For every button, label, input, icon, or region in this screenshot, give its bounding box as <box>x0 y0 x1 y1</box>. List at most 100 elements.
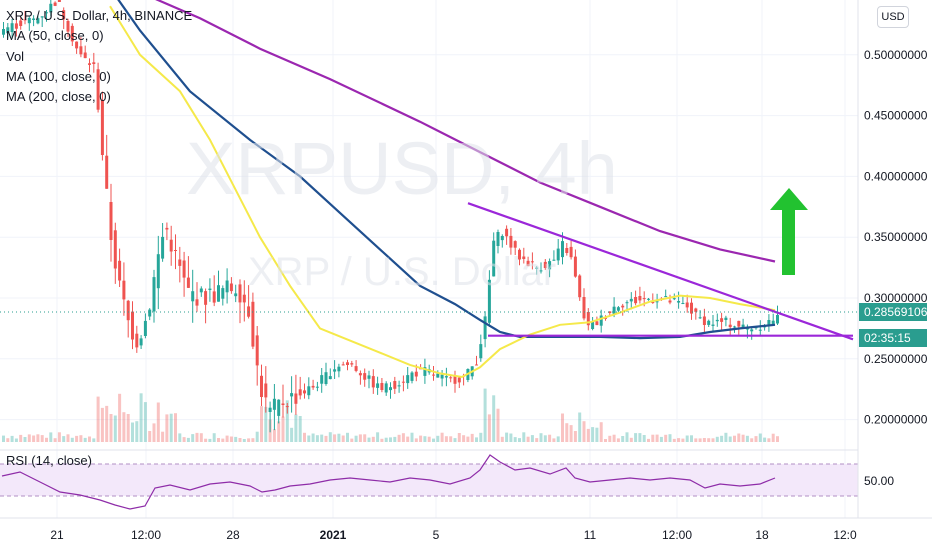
volume-bar <box>260 406 263 442</box>
candle-body <box>122 280 126 300</box>
candle-body <box>113 230 117 269</box>
volume-bar <box>449 436 453 442</box>
y-tick-label: 0.40000000 <box>864 169 928 183</box>
volume-bar <box>294 414 298 442</box>
candle-body <box>221 288 225 299</box>
candle-body <box>548 261 552 270</box>
volume-bar <box>608 435 612 442</box>
candle-body <box>776 315 779 324</box>
candle-body <box>88 63 91 65</box>
legend-symbol[interactable]: XRP / U.S. Dollar, 4h, BINANCE <box>6 8 193 23</box>
candle-body <box>148 309 152 317</box>
y-tick-label: 0.30000000 <box>864 291 928 305</box>
candle-body <box>169 239 173 252</box>
candle-body <box>264 383 268 398</box>
volume-bar <box>371 436 375 442</box>
volume-bar <box>509 433 513 442</box>
volume-bar <box>754 436 758 442</box>
candle-body <box>518 249 521 260</box>
rsi-pane <box>0 449 858 510</box>
candle-body <box>268 407 272 412</box>
candle-body <box>711 324 715 326</box>
volume-bar <box>66 434 70 442</box>
volume-bar <box>113 415 117 442</box>
candle-body <box>328 376 332 380</box>
volume-bar <box>629 437 633 442</box>
candle-body <box>36 18 40 24</box>
candle-body <box>702 316 706 325</box>
volume-bar <box>612 434 616 442</box>
chart-legend: XRP / U.S. Dollar, 4h, BINANCE MA (50, c… <box>6 6 192 107</box>
volume-bar <box>483 388 487 442</box>
candle-body <box>604 317 607 319</box>
volume-bar <box>535 438 539 442</box>
candle-body <box>186 277 190 288</box>
candle-body <box>758 329 762 331</box>
volume-bar <box>711 438 715 442</box>
rsi-legend[interactable]: RSI (14, close) <box>6 453 92 468</box>
currency-button[interactable]: USD <box>877 6 909 28</box>
candle-body <box>225 280 229 293</box>
volume-bar <box>595 427 599 442</box>
volume-bar <box>771 433 775 442</box>
candle-body <box>174 250 177 251</box>
volume-bar <box>285 400 289 442</box>
candle-body <box>32 18 36 20</box>
legend-vol[interactable]: Vol <box>6 48 25 64</box>
volume-bar <box>92 438 96 442</box>
candle-body <box>612 306 616 315</box>
candle-body <box>285 406 289 408</box>
candle-body <box>505 228 509 237</box>
legend-ma100[interactable]: MA (100, close, 0) <box>6 68 111 84</box>
candle-body <box>444 376 448 378</box>
legend-ma200[interactable]: MA (200, close, 0) <box>6 89 111 105</box>
volume-bar <box>616 438 620 442</box>
volume-bar <box>677 438 681 442</box>
volume-bar <box>384 437 388 442</box>
volume-bar <box>53 438 57 442</box>
volume-bar <box>647 438 650 442</box>
candle-body <box>92 62 96 64</box>
volume-bar <box>707 438 711 442</box>
candle-body <box>406 375 410 384</box>
volume-bar <box>690 435 693 442</box>
volume-bar <box>513 437 517 442</box>
countdown-label: 02:35:15 <box>859 329 927 347</box>
candle-body <box>453 375 457 384</box>
x-tick-label: 2021 <box>320 528 347 542</box>
volume-bar <box>664 434 668 442</box>
x-tick-label: 12:00 <box>662 528 692 542</box>
candle-body <box>337 366 341 372</box>
volume-bar <box>290 427 294 442</box>
volume-bar <box>307 435 311 442</box>
candle-body <box>341 364 345 366</box>
legend-ma50[interactable]: MA (50, close, 0) <box>6 28 104 44</box>
candle-body <box>260 375 263 397</box>
candle-body <box>616 307 620 311</box>
volume-bar <box>406 436 410 442</box>
volume-bar <box>397 434 401 442</box>
candle-body <box>543 261 547 268</box>
candle-body <box>436 373 440 378</box>
candle-body <box>6 27 10 34</box>
candle-body <box>242 294 246 303</box>
volume-bar <box>75 435 79 442</box>
candle-body <box>414 371 418 377</box>
volume-bar <box>45 437 48 442</box>
volume-bar <box>698 438 702 442</box>
volume-bar <box>586 428 590 442</box>
candle-body <box>376 383 380 388</box>
candle-body <box>384 383 388 393</box>
volume-bar <box>126 414 130 442</box>
candle-body <box>475 364 478 366</box>
volume-bar <box>724 432 728 442</box>
volume-bar <box>143 402 147 442</box>
volume-bar <box>156 402 160 442</box>
candle-body <box>290 393 294 397</box>
ma200-path <box>155 0 776 263</box>
candle-body <box>530 261 534 263</box>
volume-bar <box>363 434 367 442</box>
candle-body <box>135 333 139 348</box>
y-tick-label: 0.50000000 <box>864 48 928 62</box>
